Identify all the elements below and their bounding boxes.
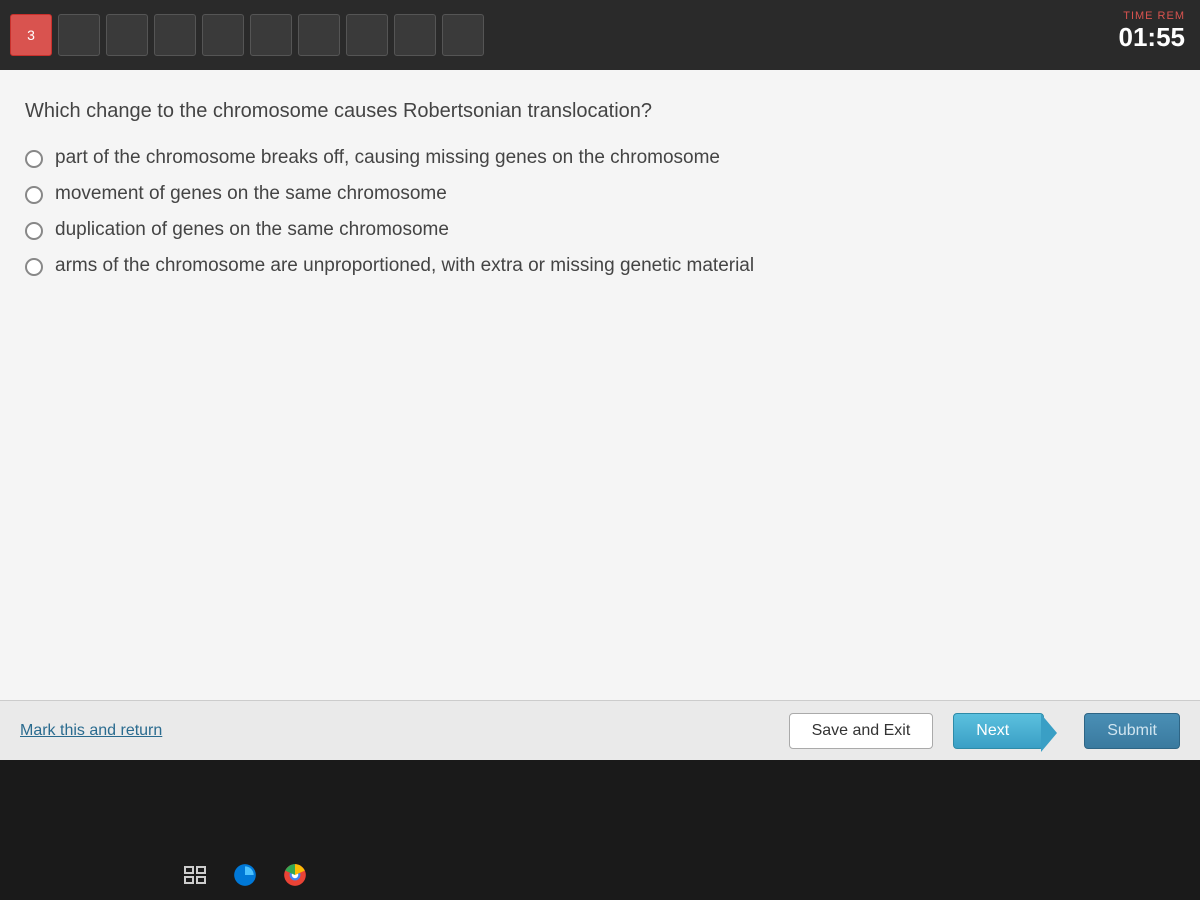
- question-text: Which change to the chromosome causes Ro…: [25, 100, 1175, 123]
- radio-icon[interactable]: [25, 222, 43, 240]
- option-text: part of the chromosome breaks off, causi…: [55, 147, 720, 169]
- option-text: movement of genes on the same chromosome: [55, 183, 447, 205]
- timer-value: 01:55: [1119, 22, 1186, 53]
- nav-box-10[interactable]: [442, 14, 484, 56]
- option-text: arms of the chromosome are unproportione…: [55, 255, 754, 277]
- timer: TIME REM 01:55: [1119, 10, 1186, 53]
- top-bar: 3 TIME REM 01:55: [0, 0, 1200, 70]
- task-view-icon[interactable]: [180, 860, 210, 890]
- radio-icon[interactable]: [25, 150, 43, 168]
- nav-box-4[interactable]: [154, 14, 196, 56]
- option-2[interactable]: movement of genes on the same chromosome: [25, 183, 1175, 205]
- content-wrapper: Which change to the chromosome causes Ro…: [0, 70, 1200, 850]
- options-list: part of the chromosome breaks off, causi…: [25, 147, 1175, 277]
- nav-box-6[interactable]: [250, 14, 292, 56]
- option-1[interactable]: part of the chromosome breaks off, causi…: [25, 147, 1175, 169]
- mark-return-link[interactable]: Mark this and return: [20, 722, 162, 740]
- nav-box-2[interactable]: [58, 14, 100, 56]
- nav-box-9[interactable]: [394, 14, 436, 56]
- nav-box-3[interactable]: [106, 14, 148, 56]
- save-exit-button[interactable]: Save and Exit: [789, 713, 934, 749]
- chrome-icon[interactable]: [280, 860, 310, 890]
- timer-label: TIME REM: [1119, 10, 1186, 22]
- nav-box-5[interactable]: [202, 14, 244, 56]
- next-button[interactable]: Next: [953, 713, 1044, 749]
- taskbar: [0, 850, 1200, 900]
- submit-button[interactable]: Submit: [1084, 713, 1180, 749]
- question-panel: Which change to the chromosome causes Ro…: [0, 70, 1200, 760]
- option-3[interactable]: duplication of genes on the same chromos…: [25, 219, 1175, 241]
- nav-box-8[interactable]: [346, 14, 388, 56]
- edge-icon[interactable]: [230, 860, 260, 890]
- radio-icon[interactable]: [25, 258, 43, 276]
- bottom-bar: Mark this and return Save and Exit Next …: [0, 700, 1200, 760]
- option-text: duplication of genes on the same chromos…: [55, 219, 449, 241]
- nav-box-1[interactable]: 3: [10, 14, 52, 56]
- option-4[interactable]: arms of the chromosome are unproportione…: [25, 255, 1175, 277]
- question-nav: 3: [10, 14, 484, 56]
- radio-icon[interactable]: [25, 186, 43, 204]
- nav-box-7[interactable]: [298, 14, 340, 56]
